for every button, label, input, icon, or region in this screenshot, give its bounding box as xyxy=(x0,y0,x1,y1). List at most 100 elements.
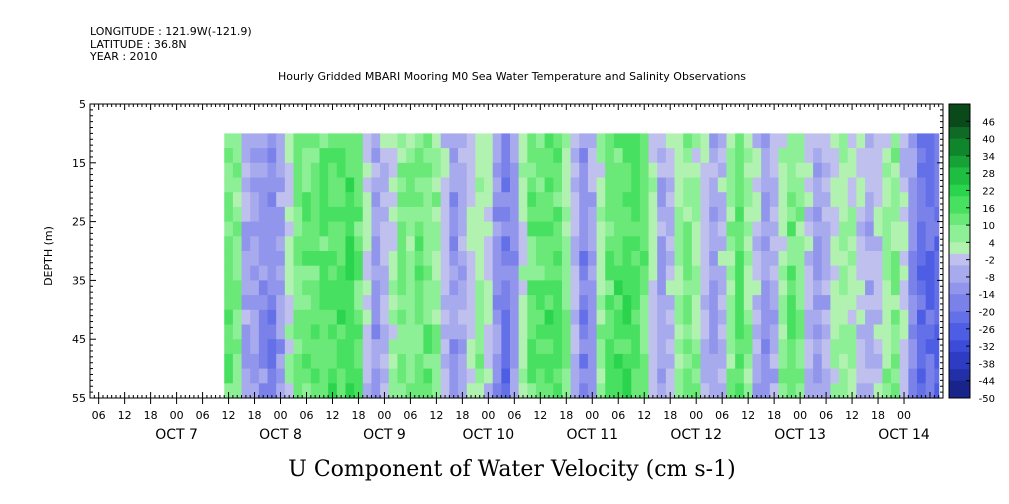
heatmap-cell xyxy=(899,280,909,296)
heatmap-cell xyxy=(847,133,857,149)
heatmap-cell xyxy=(925,383,935,399)
heatmap-cell xyxy=(475,324,485,340)
heatmap-cell xyxy=(899,265,909,281)
heatmap-cell xyxy=(683,309,693,326)
colorbar-swatch xyxy=(949,213,970,220)
heatmap-cell xyxy=(302,177,312,193)
heatmap-cell xyxy=(804,192,814,208)
heatmap-cell xyxy=(414,295,425,311)
heatmap-cell xyxy=(613,162,624,179)
colorbar-swatch xyxy=(949,167,970,174)
heatmap-cell xyxy=(241,236,251,252)
colorbar-label: 16 xyxy=(982,204,995,215)
heatmap-cell xyxy=(917,309,927,326)
heatmap-cell xyxy=(847,221,857,237)
heatmap-cell xyxy=(700,265,710,281)
heatmap-cell xyxy=(492,133,502,149)
heatmap-cell xyxy=(414,339,425,355)
heatmap-cell xyxy=(475,206,485,223)
heatmap-cell xyxy=(691,383,702,399)
heatmap-cell xyxy=(743,324,754,340)
heatmap-cell xyxy=(752,383,762,399)
heatmap-cell xyxy=(934,251,940,267)
heatmap-cell xyxy=(908,368,918,384)
heatmap-cell xyxy=(804,177,814,193)
heatmap-cell xyxy=(605,339,615,355)
heatmap-cell xyxy=(232,265,243,281)
heatmap-cell xyxy=(804,162,814,179)
heatmap-cell xyxy=(813,295,823,311)
heatmap-cell xyxy=(778,192,788,208)
heatmap-cell xyxy=(639,177,650,193)
heatmap-cell xyxy=(726,162,736,179)
heatmap-cell xyxy=(648,148,658,164)
heatmap-cell xyxy=(241,177,251,193)
colorbar-label: -44 xyxy=(979,377,995,388)
heatmap-cell xyxy=(830,148,840,164)
heatmap-cell xyxy=(267,251,277,267)
heatmap-cell xyxy=(847,295,857,311)
colorbar-swatch xyxy=(949,225,970,232)
heatmap-cell xyxy=(302,265,312,281)
x-tick-label: 18 xyxy=(248,409,262,422)
heatmap-cell xyxy=(458,177,468,193)
heatmap-cell xyxy=(769,309,780,326)
heatmap-cell xyxy=(735,206,745,223)
heatmap-cell xyxy=(224,280,234,296)
heatmap-cell xyxy=(648,221,658,237)
heatmap-cell xyxy=(258,309,269,326)
heatmap-cell xyxy=(328,162,338,179)
x-tick-label: 06 xyxy=(715,409,729,422)
heatmap-cell xyxy=(535,383,546,399)
heatmap-cell xyxy=(336,236,347,252)
colorbar-swatch xyxy=(949,363,970,370)
heatmap-cell xyxy=(804,295,814,311)
heatmap-cell xyxy=(319,206,329,223)
heatmap-cell xyxy=(284,383,295,399)
heatmap-cell xyxy=(276,295,286,311)
heatmap-cell xyxy=(492,265,502,281)
heatmap-cell xyxy=(700,309,710,326)
colorbar-swatch xyxy=(949,340,970,347)
heatmap-cell xyxy=(934,177,940,193)
heatmap-cell xyxy=(518,133,528,149)
heatmap-area xyxy=(224,133,940,399)
heatmap-cell xyxy=(388,162,399,179)
heatmap-cell xyxy=(328,309,338,326)
heatmap-cell xyxy=(821,177,832,193)
heatmap-cell xyxy=(276,251,286,267)
heatmap-cell xyxy=(882,265,892,281)
heatmap-cell xyxy=(917,353,927,370)
heatmap-cell xyxy=(458,309,468,326)
heatmap-cell xyxy=(865,192,875,208)
heatmap-cell xyxy=(510,251,520,267)
heatmap-cell xyxy=(527,148,537,164)
heatmap-cell xyxy=(258,295,269,311)
heatmap-cell xyxy=(501,133,511,149)
heatmap-cell xyxy=(328,324,338,340)
heatmap-cell xyxy=(778,368,788,384)
heatmap-cell xyxy=(683,221,693,237)
colorbar-swatch xyxy=(949,253,970,261)
heatmap-cell xyxy=(354,383,364,399)
heatmap-cell xyxy=(917,221,927,237)
colorbar-swatch xyxy=(949,392,970,399)
heatmap-cell xyxy=(484,177,494,193)
heatmap-cell xyxy=(362,192,373,208)
heatmap-cell xyxy=(328,368,338,384)
heatmap-cell xyxy=(518,309,528,326)
heatmap-cell xyxy=(224,251,234,267)
heatmap-cell xyxy=(657,265,667,281)
heatmap-cell xyxy=(691,162,702,179)
heatmap-cell xyxy=(795,309,806,326)
heatmap-cell xyxy=(284,265,295,281)
heatmap-cell xyxy=(865,383,875,399)
heatmap-cell xyxy=(856,383,866,399)
heatmap-cell xyxy=(458,192,468,208)
heatmap-cell xyxy=(224,339,234,355)
heatmap-cell xyxy=(735,368,745,384)
heatmap-cell xyxy=(466,133,476,149)
heatmap-cell xyxy=(674,206,684,223)
heatmap-cell xyxy=(406,309,416,326)
